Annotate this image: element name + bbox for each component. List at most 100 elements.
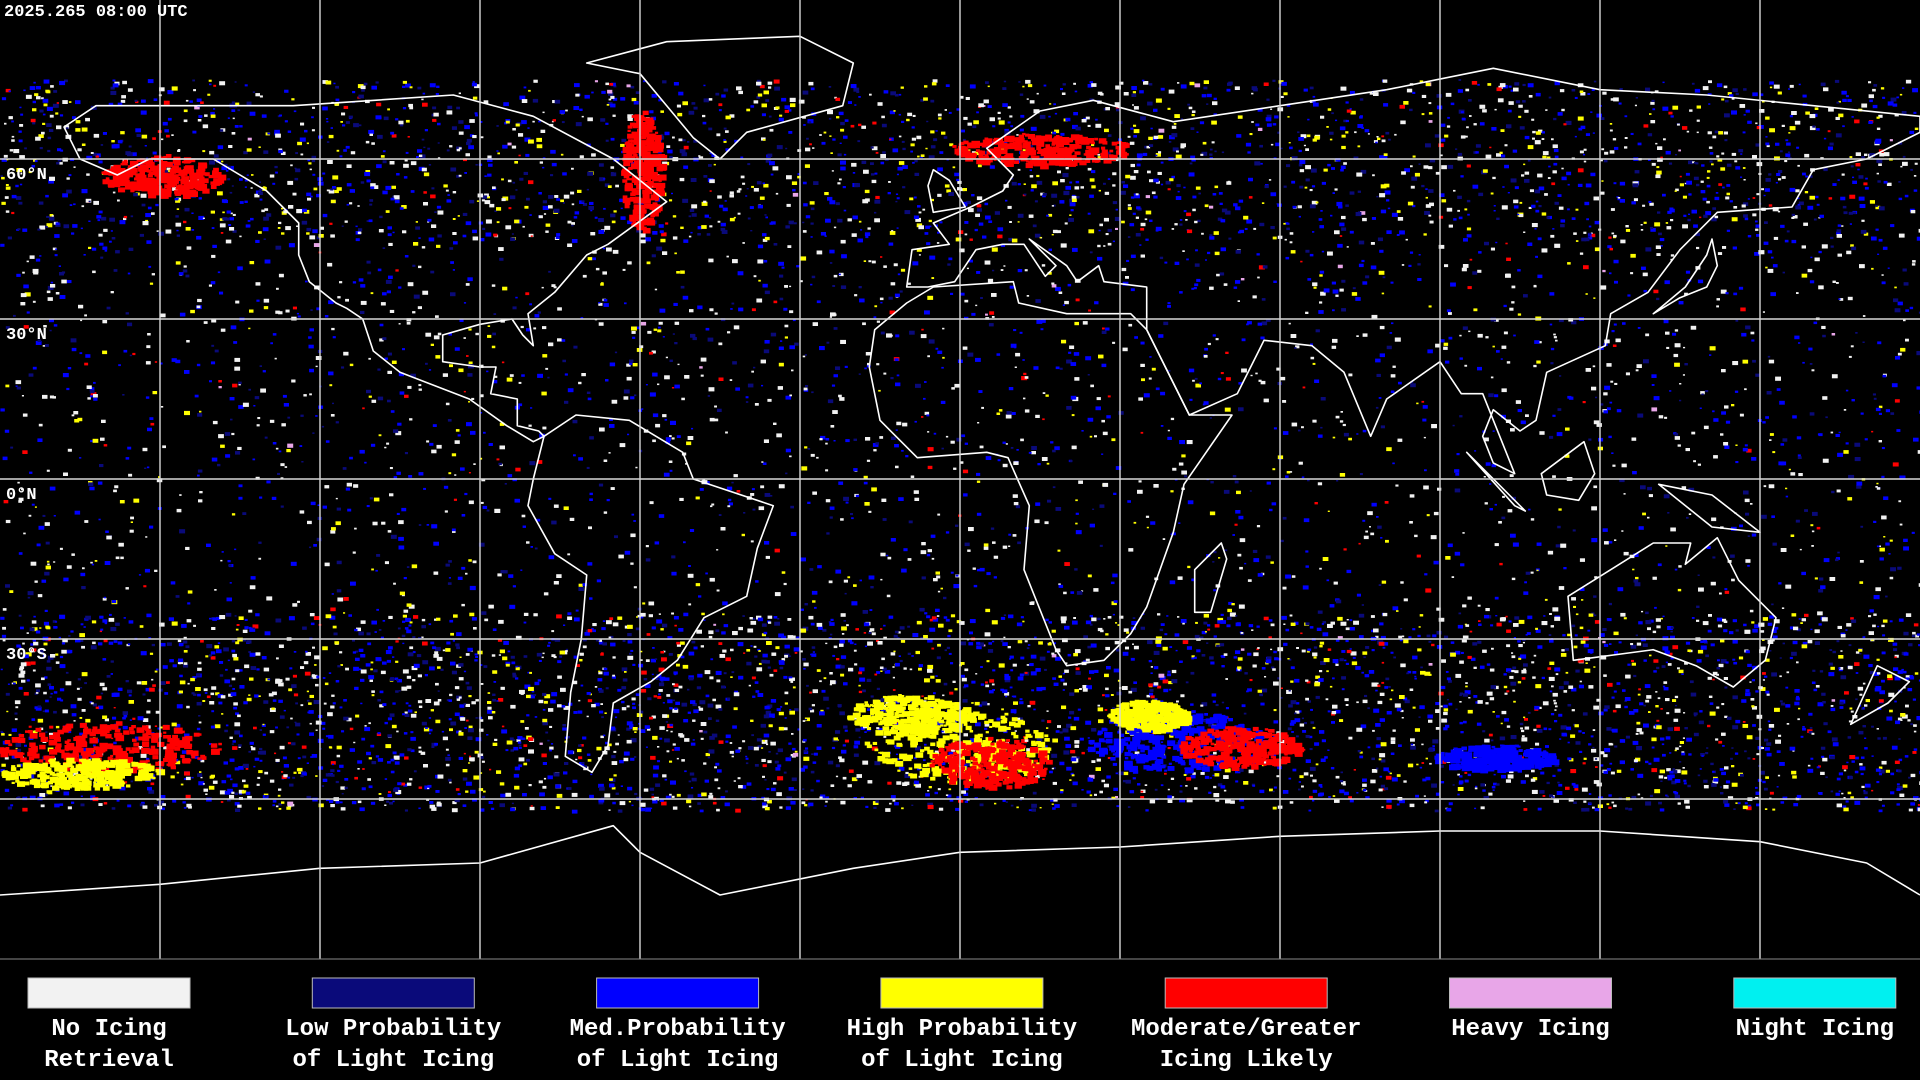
icing-pixel [1852,176,1855,179]
icing-pixel [1677,123,1680,126]
icing-pixel [687,141,690,143]
icing-pixel [880,578,883,581]
icing-pixel [660,238,666,243]
icing-pixel [746,188,749,190]
icing-pixel [853,87,860,92]
icing-pixel [956,437,962,442]
icing-pixel [300,414,304,417]
icing-pixel [1529,189,1534,193]
icing-pixel [1039,236,1042,239]
icing-pixel [1256,525,1261,528]
icing-pixel [612,249,619,254]
icing-pixel [682,198,689,203]
icing-pixel [1003,265,1006,267]
icing-pixel [1423,165,1429,169]
icing-pixel [1841,90,1847,95]
icing-pixel [1441,165,1447,170]
icing-pixel [810,283,813,286]
icing-pixel [581,373,586,377]
icing-pixel [386,290,391,294]
icing-pixel [587,257,593,261]
icing-pixel [179,494,182,496]
icing-pixel [1032,224,1037,228]
icing-pixel [56,102,59,104]
icing-pixel [87,397,91,400]
icing-pixel [49,318,54,323]
icing-pixel [802,181,807,185]
icing-pixel [1130,288,1135,292]
icing-pixel [308,344,314,349]
icing-pixel [1140,363,1145,367]
icing-pixel [234,548,237,551]
icing-pixel [1091,143,1095,147]
icing-pixel [1080,186,1084,189]
icing-pixel [406,318,412,322]
icing-pixel [16,168,23,172]
icing-pixel [992,269,995,272]
icing-pixel [1132,91,1136,94]
icing-pixel [218,380,222,383]
icing-pixel [1341,215,1346,220]
icing-pixel [1441,199,1447,203]
icing-pixel [1087,124,1091,127]
icing-pixel [1397,217,1404,221]
icing-pixel [764,214,767,216]
icing-pixel [42,98,49,103]
icing-pixel [720,527,726,531]
icing-pixel [1085,356,1092,361]
icing-pixel [589,201,594,205]
icing-pixel [1520,420,1526,425]
icing-pixel [1153,484,1159,488]
icing-pixel [275,447,279,450]
icing-pixel [466,422,472,427]
icing-pixel [1158,334,1164,338]
icing-pixel [296,209,303,214]
icing-pixel [0,175,3,177]
icing-pixel [496,207,502,211]
icing-pixel [534,314,540,318]
icing-pixel [450,292,456,297]
icing-pixel [978,222,984,226]
icing-pixel [1248,177,1253,182]
icing-pixel [1553,333,1556,336]
icing-pixel [536,518,541,522]
icing-pixel [1790,534,1795,537]
icing-pixel [238,496,243,500]
icing-pixel [584,94,590,99]
icing-pixel [370,443,376,447]
icing-pixel [763,183,769,188]
icing-pixel [232,383,238,388]
icing-pixel [913,215,919,219]
icing-pixel [1794,120,1801,125]
icing-pixel [784,109,789,113]
icing-pixel [623,396,629,400]
icing-pixel [213,84,217,87]
icing-pixel [1359,473,1363,476]
icing-pixel [1231,603,1235,606]
icing-pixel [498,462,502,466]
icing-pixel [1503,304,1507,308]
icing-pixel [1595,396,1598,399]
icing-pixel [927,431,930,433]
icing-pixel [135,100,139,104]
icing-pixel [1812,125,1816,128]
icing-pixel [561,121,565,124]
icing-pixel [1632,568,1635,571]
icing-pixel [360,300,367,305]
icing-pixel [88,200,91,203]
icing-pixel [864,189,870,194]
icing-pixel [1703,425,1709,430]
icing-pixel [1128,323,1133,327]
icing-pixel [1813,321,1818,325]
icing-pixel [1355,297,1361,301]
icing-pixel [702,121,707,125]
icing-pixel [97,219,101,222]
icing-pixel [858,123,862,127]
icing-pixel [1663,138,1666,141]
icing-pixel [110,291,114,294]
icing-pixel [1479,104,1486,109]
icing-pixel [669,359,673,362]
icing-pixel [1811,545,1814,547]
icing-pixel [996,353,1001,356]
icing-pixel [1249,490,1252,492]
